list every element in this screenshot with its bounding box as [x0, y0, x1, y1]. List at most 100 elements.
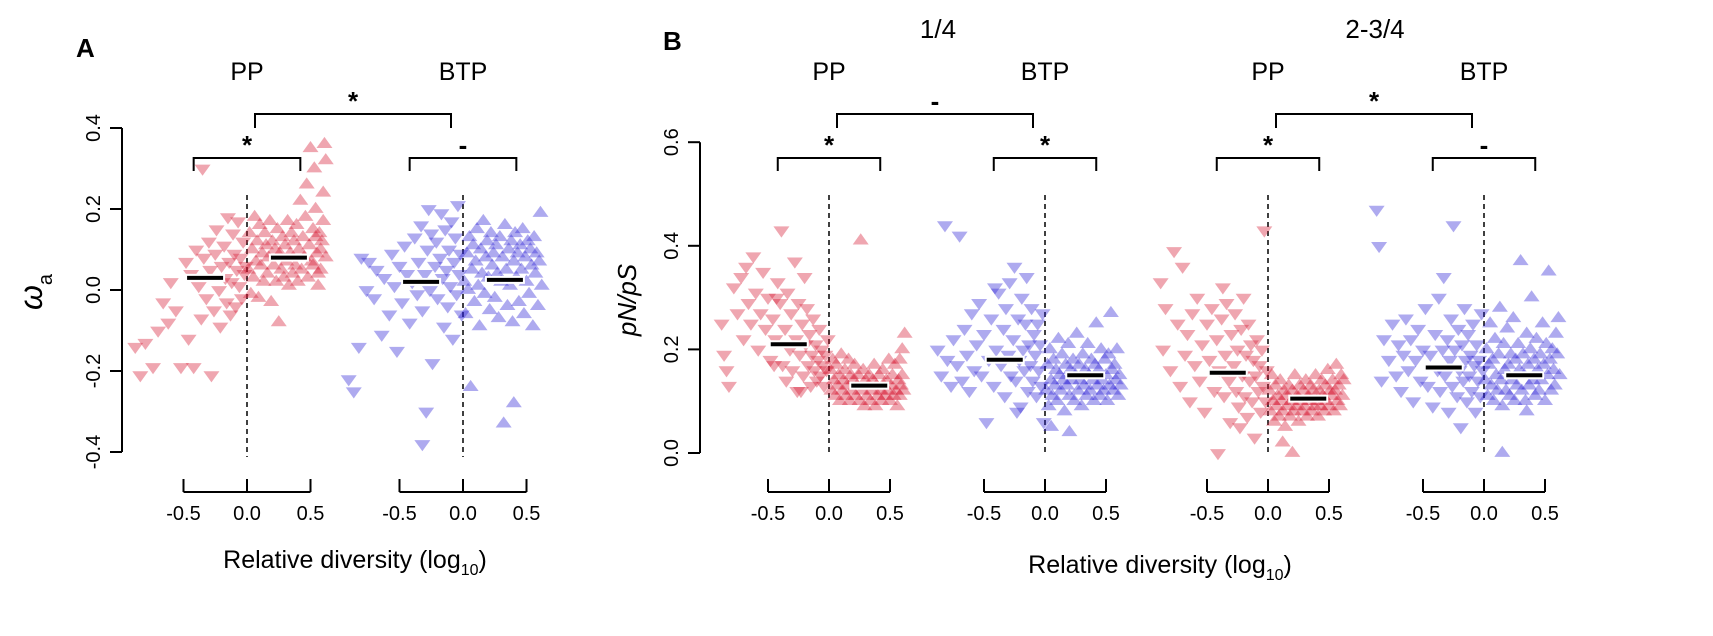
- data-point: [410, 257, 427, 269]
- comparison-bracket: [992, 157, 1098, 171]
- data-point: [211, 286, 228, 298]
- data-point: [162, 278, 179, 290]
- data-point: [1093, 342, 1110, 354]
- data-point: [834, 383, 851, 395]
- data-point: [936, 221, 953, 233]
- data-point: [1506, 393, 1523, 406]
- data-point: [1203, 304, 1220, 316]
- x-axis-label-b: Relative diversity (log10): [1028, 551, 1292, 584]
- data-point: [1461, 371, 1478, 383]
- data-point: [190, 282, 207, 294]
- data-point: [1479, 388, 1496, 400]
- data-point: [1469, 376, 1486, 388]
- data-point: [762, 355, 779, 368]
- x-tick-label: 0.0: [1254, 503, 1282, 525]
- data-point: [461, 230, 478, 242]
- x-tick-label: 0.0: [1470, 503, 1498, 525]
- data-point: [517, 250, 534, 262]
- data-point: [1297, 373, 1314, 385]
- data-point: [526, 230, 543, 242]
- group-title: BTP: [439, 58, 488, 86]
- data-point: [302, 140, 319, 153]
- data-point: [529, 298, 546, 311]
- data-point: [1257, 397, 1274, 409]
- data-point: [1452, 423, 1469, 435]
- data-point: [1331, 399, 1348, 411]
- data-point: [1111, 367, 1128, 380]
- data-point: [1268, 399, 1285, 411]
- data-point: [1235, 293, 1252, 305]
- data-point: [202, 265, 219, 278]
- data-point: [963, 309, 980, 321]
- data-point: [873, 393, 890, 406]
- data-point: [1543, 383, 1560, 395]
- data-point: [269, 221, 286, 234]
- data-point: [1208, 335, 1225, 347]
- data-point: [1012, 402, 1029, 414]
- data-point: [503, 234, 520, 246]
- data-point: [841, 393, 858, 406]
- series-high: [1038, 305, 1129, 437]
- data-point: [1021, 340, 1038, 352]
- data-point: [449, 201, 466, 213]
- data-point: [1169, 319, 1186, 331]
- comparison-bracket: [776, 157, 882, 171]
- data-point: [437, 225, 454, 237]
- data-point: [1275, 383, 1292, 395]
- data-point: [1499, 321, 1516, 333]
- data-point: [1041, 342, 1058, 354]
- data-point: [1076, 378, 1093, 390]
- x-tick-label: 0.5: [297, 503, 325, 525]
- data-point: [1517, 393, 1534, 406]
- data-point: [1043, 419, 1060, 431]
- data-point: [764, 314, 781, 326]
- data-point: [869, 388, 886, 400]
- data-point: [801, 330, 818, 342]
- data-point: [1424, 402, 1441, 414]
- data-point: [1490, 347, 1507, 359]
- data-point: [531, 254, 548, 266]
- data-point: [789, 387, 806, 399]
- data-point: [1100, 347, 1117, 359]
- data-point: [527, 266, 544, 278]
- data-point: [1222, 418, 1239, 430]
- data-point: [1388, 371, 1405, 383]
- data-point: [1280, 378, 1297, 390]
- data-point: [1056, 404, 1073, 416]
- data-point: [1521, 378, 1538, 390]
- data-point: [773, 226, 790, 238]
- data-point: [1518, 404, 1535, 416]
- data-point: [1104, 362, 1121, 374]
- data-point: [394, 298, 411, 310]
- data-point: [1444, 381, 1461, 393]
- series-low: [1152, 226, 1275, 461]
- data-point: [232, 253, 249, 265]
- data-point: [1242, 340, 1259, 352]
- data-point: [1019, 387, 1036, 399]
- data-point: [1328, 357, 1345, 369]
- x-tick-label: -0.5: [382, 503, 416, 525]
- data-point: [418, 407, 435, 419]
- data-point: [894, 342, 911, 354]
- data-point: [312, 262, 329, 274]
- comparison-bracket: [408, 157, 518, 171]
- data-point: [1216, 392, 1233, 404]
- data-point: [862, 393, 879, 406]
- data-point: [1397, 314, 1414, 326]
- data-point: [207, 249, 224, 261]
- data-point: [1032, 340, 1049, 352]
- data-point: [882, 393, 898, 406]
- data-point: [1218, 298, 1235, 311]
- data-point: [289, 274, 306, 286]
- data-point: [1483, 378, 1500, 390]
- data-point: [713, 319, 730, 331]
- data-point: [814, 361, 831, 373]
- data-point: [1233, 324, 1250, 336]
- data-point: [1496, 362, 1513, 374]
- data-point: [973, 371, 990, 383]
- data-point: [997, 304, 1014, 316]
- data-point: [1266, 414, 1283, 426]
- data-point: [438, 265, 455, 278]
- data-point: [287, 258, 304, 270]
